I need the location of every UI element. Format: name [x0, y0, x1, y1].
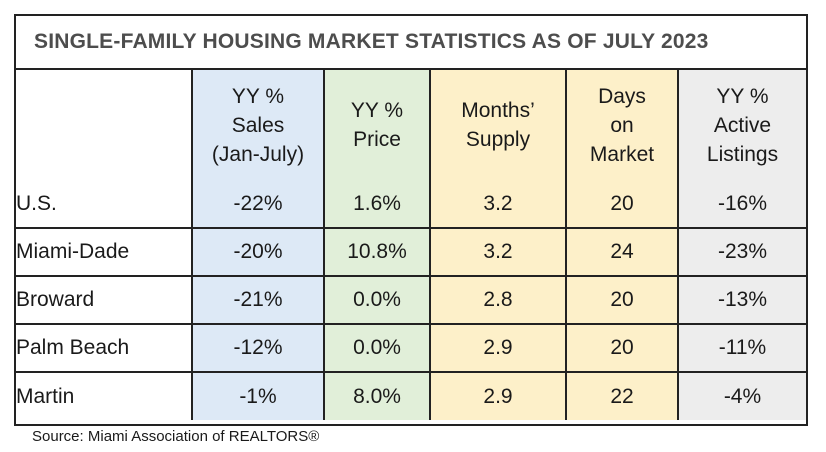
- column-header-line: Sales: [231, 113, 285, 137]
- column-header-supply: Months’ Supply: [429, 70, 567, 180]
- column-header-line: Days: [598, 84, 646, 108]
- region-label: Miami-Dade: [16, 227, 193, 277]
- table-row: Palm Beach -12% 0.0% 2.9 20 -11%: [16, 323, 806, 373]
- table-title: SINGLE-FAMILY HOUSING MARKET STATISTICS …: [34, 30, 709, 53]
- cell-days: 20: [565, 275, 679, 325]
- column-header-listings: YY % Active Listings: [677, 70, 806, 180]
- cell-price: 0.0%: [323, 323, 431, 373]
- cell-days: 20: [565, 180, 679, 229]
- cell-price: 1.6%: [323, 180, 431, 229]
- header-row: YY % Sales (Jan-July) YY % Price Months’ Suppl…: [16, 70, 806, 180]
- table-row: Miami-Dade -20% 10.8% 3.2 24 -23%: [16, 227, 806, 277]
- title-row: SINGLE-FAMILY HOUSING MARKET STATISTICS …: [16, 16, 806, 70]
- cell-days: 22: [565, 371, 679, 420]
- region-label: Broward: [16, 275, 193, 325]
- stats-table-frame: SINGLE-FAMILY HOUSING MARKET STATISTICS …: [14, 14, 808, 426]
- header-region-blank: [16, 70, 193, 180]
- cell-supply: 3.2: [429, 227, 567, 277]
- cell-sales: -12%: [191, 323, 325, 373]
- cell-supply: 2.9: [429, 371, 567, 420]
- cell-sales: -1%: [191, 371, 325, 420]
- column-header-line: on: [610, 113, 634, 137]
- column-header-line: (Jan-July): [211, 142, 305, 166]
- column-header-line: Market: [589, 142, 655, 166]
- cell-price: 0.0%: [323, 275, 431, 325]
- cell-price: 10.8%: [323, 227, 431, 277]
- region-label: Martin: [16, 371, 193, 420]
- cell-listings: -11%: [677, 323, 806, 373]
- table-row: U.S. -22% 1.6% 3.2 20 -16%: [16, 180, 806, 229]
- column-header-line: Price: [353, 128, 401, 151]
- cell-sales: -20%: [191, 227, 325, 277]
- region-label: U.S.: [16, 180, 193, 229]
- column-header-line: Active: [713, 113, 772, 137]
- stats-table: YY % Sales (Jan-July) YY % Price Months’ Suppl…: [16, 70, 806, 420]
- cell-supply: 3.2: [429, 180, 567, 229]
- source-note: Source: Miami Association of REALTORS®: [32, 428, 320, 445]
- column-header-price: YY % Price: [323, 70, 431, 180]
- table-body: U.S. -22% 1.6% 3.2 20 -16% Miami-Dade -20% 10.8%…: [16, 180, 806, 420]
- cell-listings: -16%: [677, 180, 806, 229]
- cell-sales: -22%: [191, 180, 325, 229]
- table-row: Broward -21% 0.0% 2.8 20 -13%: [16, 275, 806, 325]
- column-header-line: Months’: [461, 99, 535, 122]
- cell-sales: -21%: [191, 275, 325, 325]
- column-header-line: YY %: [231, 84, 285, 108]
- column-header-sales: YY % Sales (Jan-July): [191, 70, 325, 180]
- cell-price: 8.0%: [323, 371, 431, 420]
- cell-listings: -23%: [677, 227, 806, 277]
- cell-supply: 2.8: [429, 275, 567, 325]
- cell-listings: -4%: [677, 371, 806, 420]
- cell-supply: 2.9: [429, 323, 567, 373]
- cell-days: 24: [565, 227, 679, 277]
- column-header-line: Supply: [465, 128, 531, 151]
- column-header-line: Listings: [706, 142, 779, 166]
- cell-listings: -13%: [677, 275, 806, 325]
- column-header-line: YY %: [350, 99, 404, 122]
- table-row: Martin -1% 8.0% 2.9 22 -4%: [16, 371, 806, 420]
- cell-days: 20: [565, 323, 679, 373]
- region-label: Palm Beach: [16, 323, 193, 373]
- column-header-line: YY %: [716, 84, 769, 108]
- column-header-days: Days on Market: [565, 70, 679, 180]
